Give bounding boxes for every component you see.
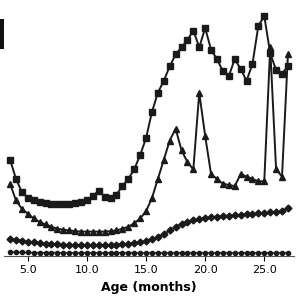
X-axis label: Age (months): Age (months) — [101, 281, 197, 294]
